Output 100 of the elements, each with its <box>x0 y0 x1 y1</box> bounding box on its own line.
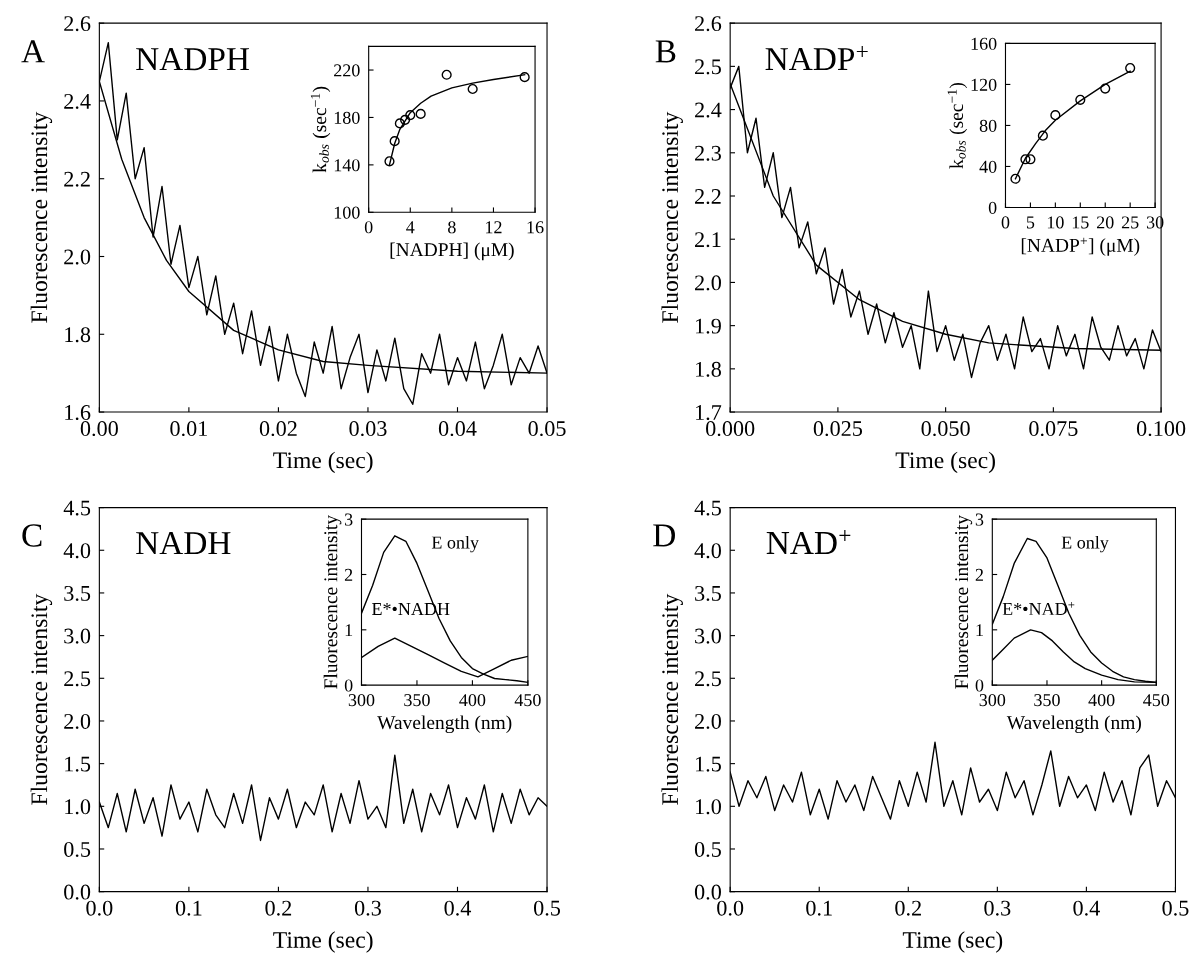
x-tick-label: 450 <box>514 694 541 707</box>
y-tick-label: 2.2 <box>64 171 90 187</box>
chart-title: C <box>22 524 42 547</box>
x-tick-label: 0.3 <box>354 900 381 916</box>
y-tick-label: 2.4 <box>695 102 722 118</box>
y-tick-label: 1 <box>976 624 983 637</box>
y-tick-label: 0 <box>988 201 997 214</box>
x-tick-label: 450 <box>1143 694 1170 707</box>
x-axis-title: Wavelength (nm) <box>377 715 512 734</box>
x-tick-label: 0.0 <box>86 900 113 916</box>
x-tick-label: 0 <box>1001 216 1010 229</box>
y-tick-label: 80 <box>979 119 997 132</box>
y-tick-label: 2.6 <box>695 16 722 32</box>
y-tick-label: 3.0 <box>64 628 91 644</box>
x-tick-label: 0.01 <box>170 421 207 437</box>
chart-title: A <box>21 40 45 63</box>
x-axis-title: [NADP$^{+}$] (μM) <box>1021 237 1140 256</box>
x-tick-label: 0.00 <box>80 421 118 437</box>
x-tick-label: 400 <box>459 694 486 707</box>
y-tick-label: 1.5 <box>696 756 721 772</box>
y-tick-label: 3.5 <box>695 585 721 601</box>
y-axis-title: k$_{obs}$ (sec$^{−1}$) <box>947 82 968 169</box>
x-tick-label: 0 <box>364 221 373 234</box>
x-tick-label: 350 <box>1034 694 1060 707</box>
x-tick-label: 0.5 <box>1162 900 1189 916</box>
annotation: NADP$^{+}$ <box>765 46 868 71</box>
x-axis-title: [NADPH] (μM) <box>390 242 514 261</box>
y-axis-title: Fluorescence intensity <box>661 111 683 323</box>
y-tick-label: 160 <box>971 37 997 50</box>
y-tick-label: 2 <box>344 568 353 581</box>
y-tick-label: 2.4 <box>64 93 91 109</box>
x-tick-label: 0.000 <box>706 421 755 437</box>
y-tick-label: 2.2 <box>695 189 721 205</box>
x-tick-label: 0.3 <box>984 900 1011 916</box>
y-tick-label: 180 <box>334 111 360 124</box>
y-tick-label: 2.3 <box>695 145 721 161</box>
y-tick-label: 1.5 <box>65 756 91 772</box>
y-tick-label: 4.0 <box>63 543 91 559</box>
y-axis-title: k$_{obs}$ (sec$^{−1}$) <box>310 86 331 173</box>
x-tick-label: 300 <box>979 694 1006 707</box>
x-axis-title: Wavelength (nm) <box>1006 715 1141 734</box>
x-tick-label: 0.4 <box>1073 900 1100 916</box>
chart-title: B <box>655 40 676 63</box>
x-tick-label: 10 <box>1047 216 1064 229</box>
x-tick-label: 0.04 <box>438 421 477 437</box>
x-tick-label: 4 <box>406 221 415 234</box>
x-tick-label: 0.0 <box>717 900 744 916</box>
x-tick-label: 0.1 <box>175 900 202 916</box>
y-axis-title: Fluorescence intensity <box>954 515 973 689</box>
y-tick-label: 2.0 <box>64 713 91 729</box>
x-tick-label: 5 <box>1026 216 1035 229</box>
y-tick-label: 1.7 <box>696 405 722 421</box>
y-tick-label: 0.0 <box>64 884 91 900</box>
y-tick-label: 120 <box>971 78 997 91</box>
annotation: E only <box>1061 535 1109 553</box>
x-axis-title: Time (sec) <box>902 931 1003 953</box>
y-tick-label: 2.6 <box>64 16 91 32</box>
x-tick-label: 15 <box>1072 216 1089 229</box>
y-tick-label: 1.9 <box>696 318 721 334</box>
y-tick-label: 0 <box>975 679 984 692</box>
annotation: NADPH <box>136 48 250 71</box>
annotation: NADH <box>136 532 231 555</box>
y-tick-label: 2.0 <box>695 275 721 291</box>
x-tick-label: 0.050 <box>921 421 970 437</box>
y-tick-label: 0 <box>344 679 353 692</box>
x-tick-label: 0.075 <box>1029 421 1078 437</box>
y-tick-label: 1 <box>345 624 353 637</box>
y-tick-label: 220 <box>334 64 360 77</box>
y-axis-title: Fluorescence intensity <box>661 593 683 805</box>
x-axis-title: Time (sec) <box>273 451 373 474</box>
x-tick-label: 0.2 <box>895 900 921 916</box>
annotation: E*•NAD$^{+}$ <box>1002 601 1075 615</box>
y-tick-label: 1.0 <box>696 799 721 815</box>
y-tick-label: 140 <box>334 159 360 172</box>
x-tick-label: 0.02 <box>259 421 297 437</box>
x-tick-label: 400 <box>1088 694 1115 707</box>
y-tick-label: 2.5 <box>695 671 721 687</box>
y-tick-label: 0.5 <box>64 841 91 858</box>
x-tick-label: 25 <box>1121 216 1139 229</box>
annotation: NAD$^{+}$ <box>766 530 851 554</box>
y-tick-label: 4.5 <box>694 500 721 516</box>
x-tick-label: 0.5 <box>533 900 561 916</box>
x-tick-label: 20 <box>1096 216 1114 229</box>
x-tick-label: 350 <box>404 694 430 707</box>
y-tick-label: 2.0 <box>695 713 721 729</box>
x-tick-label: 0.4 <box>444 900 472 916</box>
x-axis-title: Time (sec) <box>273 931 373 953</box>
x-tick-label: 0.2 <box>265 900 292 916</box>
annotation: E only <box>431 535 479 553</box>
y-tick-label: 2 <box>975 568 983 581</box>
y-tick-label: 1.8 <box>65 327 91 343</box>
x-tick-label: 12 <box>486 221 502 234</box>
y-axis-title: Fluorescence intensity <box>323 515 342 689</box>
y-tick-label: 2.5 <box>695 59 721 75</box>
y-tick-label: 3.5 <box>64 585 91 601</box>
y-tick-label: 2.1 <box>695 232 721 248</box>
y-tick-label: 2.5 <box>64 671 91 687</box>
x-tick-label: 16 <box>527 221 544 234</box>
y-axis-title: Fluorescence intensity <box>30 593 53 805</box>
x-tick-label: 0.03 <box>349 421 387 437</box>
